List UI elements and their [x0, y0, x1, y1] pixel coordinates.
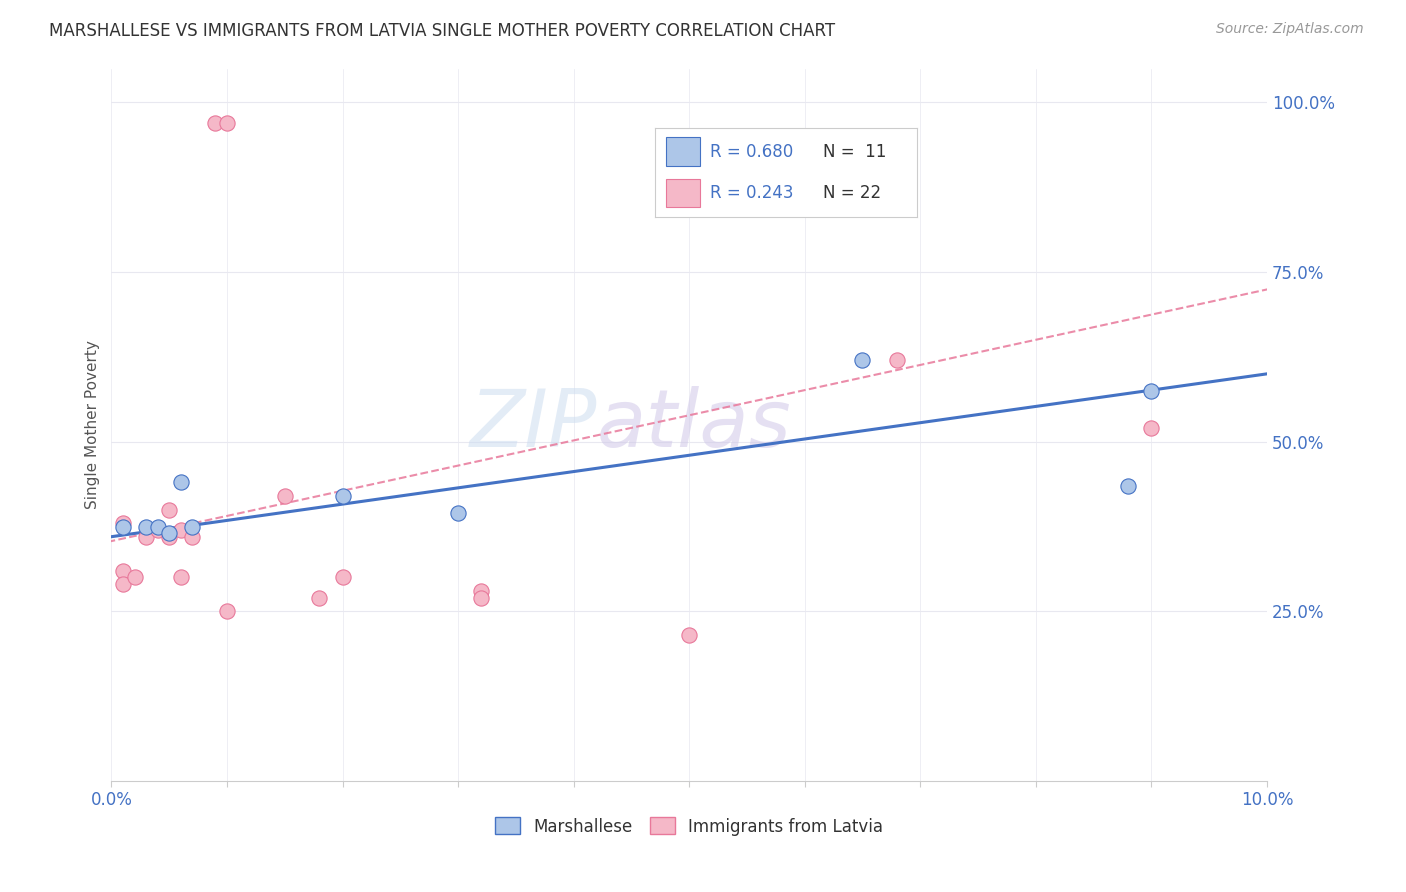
- FancyBboxPatch shape: [665, 178, 700, 207]
- Point: [135, 519, 157, 533]
- Point: [124, 570, 146, 584]
- Point: [470, 591, 492, 605]
- Point: [1140, 384, 1163, 398]
- Point: [111, 564, 134, 578]
- Point: [215, 604, 238, 618]
- Point: [157, 526, 180, 541]
- Point: [1116, 479, 1139, 493]
- Point: [332, 570, 354, 584]
- Point: [111, 516, 134, 530]
- Point: [181, 530, 204, 544]
- Text: ZIP: ZIP: [470, 385, 596, 464]
- Point: [886, 353, 908, 368]
- Point: [215, 116, 238, 130]
- Point: [146, 519, 169, 533]
- Point: [332, 489, 354, 503]
- Text: N = 22: N = 22: [823, 184, 880, 202]
- Text: R = 0.243: R = 0.243: [710, 184, 793, 202]
- Point: [157, 530, 180, 544]
- Point: [146, 523, 169, 537]
- Text: Source: ZipAtlas.com: Source: ZipAtlas.com: [1216, 22, 1364, 37]
- Point: [470, 584, 492, 599]
- Text: MARSHALLESE VS IMMIGRANTS FROM LATVIA SINGLE MOTHER POVERTY CORRELATION CHART: MARSHALLESE VS IMMIGRANTS FROM LATVIA SI…: [49, 22, 835, 40]
- Point: [678, 628, 700, 642]
- Point: [1140, 421, 1163, 435]
- Text: N =  11: N = 11: [823, 143, 886, 161]
- Text: atlas: atlas: [596, 385, 792, 464]
- Point: [851, 353, 873, 368]
- Text: R = 0.680: R = 0.680: [710, 143, 793, 161]
- FancyBboxPatch shape: [665, 137, 700, 166]
- Point: [157, 502, 180, 516]
- Point: [308, 591, 330, 605]
- Point: [181, 519, 204, 533]
- Point: [170, 475, 193, 490]
- Point: [170, 523, 193, 537]
- Point: [135, 530, 157, 544]
- Point: [111, 519, 134, 533]
- Point: [170, 570, 193, 584]
- Point: [447, 506, 470, 520]
- Point: [111, 577, 134, 591]
- Y-axis label: Single Mother Poverty: Single Mother Poverty: [86, 341, 100, 509]
- Point: [274, 489, 297, 503]
- Legend: Marshallese, Immigrants from Latvia: Marshallese, Immigrants from Latvia: [486, 809, 891, 844]
- Point: [204, 116, 226, 130]
